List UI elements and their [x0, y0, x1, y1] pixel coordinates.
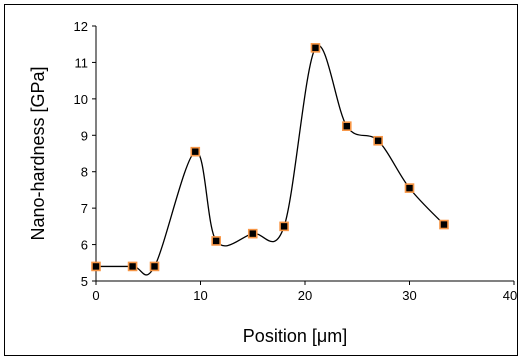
- data-point-marker: [310, 43, 321, 53]
- data-point-marker: [279, 221, 289, 232]
- x-ticks: 0 10 20 30 40: [92, 281, 517, 303]
- x-tick-label: 20: [298, 288, 312, 303]
- data-point-marker: [149, 261, 160, 272]
- y-tick-label: 12: [74, 19, 88, 34]
- x-tick-label: 30: [402, 288, 416, 303]
- y-tick-label: 10: [74, 92, 88, 107]
- x-tick-label: 0: [92, 288, 99, 303]
- x-tick-label: 40: [503, 288, 517, 303]
- series-curve: [96, 44, 445, 276]
- data-point-marker: [190, 146, 201, 157]
- data-point-marker: [439, 219, 449, 230]
- data-point-marker: [341, 121, 352, 131]
- data-point-marker: [373, 135, 383, 146]
- y-tick-label: 7: [81, 201, 88, 216]
- y-tick-label: 6: [81, 238, 88, 253]
- y-axis-title: Nano-hardness [GPa]: [28, 66, 48, 240]
- data-point-marker: [127, 261, 138, 272]
- data-points: [91, 43, 449, 272]
- y-tick-label: 9: [81, 128, 88, 143]
- data-point-marker: [211, 236, 221, 246]
- axes: [95, 26, 514, 282]
- y-ticks: 5 6 7 8 9 10 11 12: [74, 19, 96, 289]
- x-axis-title: Position [μm]: [243, 326, 347, 346]
- x-tick-label: 10: [193, 288, 207, 303]
- y-tick-label: 8: [81, 165, 88, 180]
- y-tick-label: 5: [81, 274, 88, 289]
- chart-frame: [4, 4, 518, 356]
- y-tick-label: 11: [75, 55, 89, 70]
- data-point-marker: [247, 228, 258, 239]
- data-point-marker: [404, 183, 415, 193]
- data-point-marker: [91, 261, 101, 272]
